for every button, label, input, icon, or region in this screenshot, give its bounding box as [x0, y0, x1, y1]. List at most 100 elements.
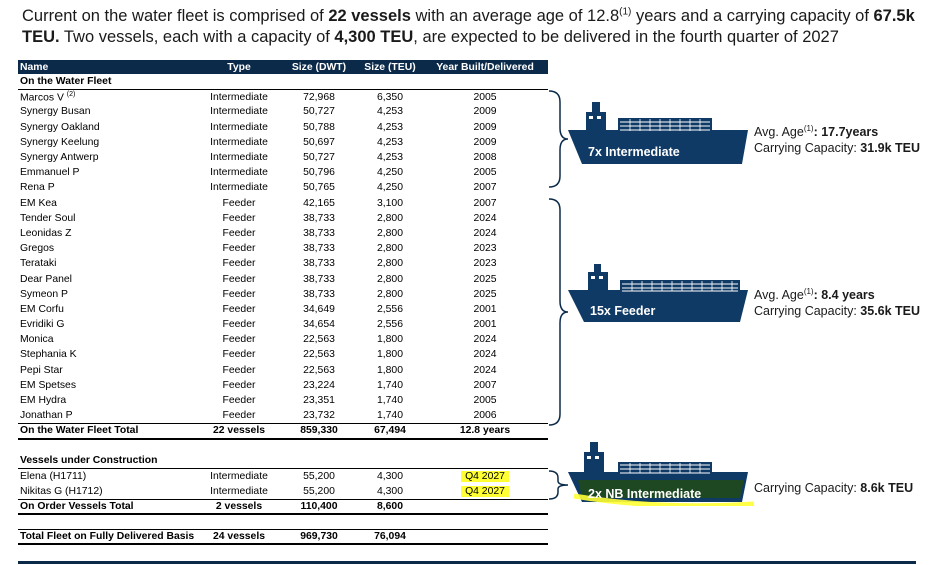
table-cell: Q4 2027: [422, 469, 548, 484]
newbuild-ship-label: 2x NB Intermediate: [588, 487, 702, 501]
table-cell: 38,733: [303, 288, 335, 300]
table-cell: Jonathan P: [20, 409, 73, 421]
table-cell: Feeder: [222, 227, 256, 239]
table-row: Leonidas Z Feeder 38,733 2,800 2024: [18, 226, 548, 241]
table-cell: Feeder: [222, 395, 256, 407]
footnote-marker: (2): [66, 90, 76, 98]
highlighted-date: Q4 2027: [461, 485, 509, 497]
table-cell: 76,094: [358, 528, 422, 546]
table-cell: 2,800: [376, 273, 403, 285]
table-row: Synergy Keelung Intermediate 50,697 4,253 20…: [18, 135, 548, 150]
table-cell: Monica: [20, 334, 54, 346]
table-cell: 2024: [473, 334, 497, 346]
table-cell: 110,400: [280, 498, 358, 516]
table-cell: Terataki: [20, 258, 57, 270]
table-cell: Symeon P: [20, 288, 68, 300]
table-cell: Pepi Star: [20, 364, 63, 376]
table-cell: 50,765: [303, 182, 335, 194]
feeder-avg-age: Avg. Age(1): 8.4 years: [754, 286, 875, 302]
table-row: Jonathan P Feeder 23,732 1,740 2006: [18, 408, 548, 423]
table-row: EM Corfu Feeder 34,649 2,556 2001: [18, 302, 548, 317]
table-cell: 2006: [473, 409, 497, 421]
table-cell: 1,800: [376, 349, 403, 361]
table-cell: 4,250: [376, 167, 403, 179]
table-cell: 2023: [473, 258, 497, 270]
table-cell: Intermediate: [210, 136, 268, 148]
table-cell: 23,732: [303, 409, 335, 421]
newbuild-capacity: Carrying Capacity: 8.6k TEU: [754, 481, 914, 495]
table-cell: 50,796: [303, 167, 335, 179]
table-cell: Feeder: [222, 379, 256, 391]
table-cell: 2,556: [376, 319, 403, 331]
table-cell: 2005: [473, 167, 497, 179]
table-cell: Intermediate: [210, 152, 268, 164]
table-cell: 22 vessels: [198, 422, 280, 440]
table-cell: 22,563: [303, 364, 335, 376]
table-cell: Feeder: [222, 303, 256, 315]
table-cell: 2005: [473, 91, 497, 103]
table-cell: 2,556: [376, 303, 403, 315]
table-cell: 2007: [473, 182, 497, 194]
table-cell: 22,563: [303, 349, 335, 361]
feeder-ship-label: 15x Feeder: [590, 304, 656, 318]
table-cell: 2025: [473, 273, 497, 285]
intermediate-capacity: Carrying Capacity: 31.9k TEU: [754, 141, 921, 155]
table-cell: Intermediate: [210, 182, 268, 194]
feeder-stats: Avg. Age(1): 8.4 years Carrying Capacity…: [754, 287, 920, 319]
section-under-construction-label: Vessels under Construction: [18, 453, 548, 470]
table-cell: 23,351: [303, 395, 335, 407]
table-cell: EM Hydra: [20, 395, 67, 407]
table-cell: On Order Vessels Total: [18, 498, 198, 516]
table-cell: 4,253: [376, 121, 403, 133]
table-cell: 2024: [473, 364, 497, 376]
table-cell: 969,730: [280, 528, 358, 546]
section-on-the-water-label: On the Water Fleet: [18, 74, 548, 90]
table-cell: Gregos: [20, 243, 55, 255]
intro-paragraph: Current on the water fleet is comprised …: [22, 6, 915, 46]
table-cell: 2001: [473, 303, 497, 315]
table-cell: 859,330: [280, 422, 358, 440]
table-cell: On the Water Fleet Total: [18, 422, 198, 440]
table-cell: 22,563: [303, 334, 335, 346]
table-cell: Synergy Antwerp: [20, 152, 99, 164]
newbuild-ship-icon: [568, 442, 755, 506]
table-cell: 4,250: [376, 182, 403, 194]
table-cell: 3,100: [376, 197, 403, 209]
table-row: Synergy Oakland Intermediate 50,788 4,253 20…: [18, 120, 548, 135]
table-cell: Synergy Keelung: [20, 136, 100, 148]
header-teu: Size (TEU): [358, 60, 422, 74]
feeder-capacity: Carrying Capacity: 35.6k TEU: [754, 304, 921, 318]
fleet-table: Name Type Size (DWT) Size (TEU) Year Bui…: [18, 60, 548, 546]
table-cell: Intermediate: [210, 471, 268, 483]
intermediate-avg-age: Avg. Age(1): 17.7years: [754, 123, 879, 139]
table-row: EM Hydra Feeder 23,351 1,740 2005: [18, 393, 548, 408]
table-cell: Q4 2027: [422, 484, 548, 499]
table-cell: 50,727: [303, 106, 335, 118]
table-row: Emmanuel P Intermediate 50,796 4,250 2005: [18, 165, 548, 180]
table-cell: Elena (H1711): [20, 471, 87, 483]
table-cell: 2007: [473, 197, 497, 209]
table-row: Synergy Antwerp Intermediate 50,727 4,253 20…: [18, 150, 548, 165]
table-cell: 2023: [473, 243, 497, 255]
table-cell: 2008: [473, 152, 497, 164]
table-cell: EM Spetses: [20, 379, 77, 391]
table-cell: 50,788: [303, 121, 335, 133]
table-cell: Emmanuel P: [20, 167, 80, 179]
table-cell: 4,253: [376, 106, 403, 118]
table-cell: Dear Panel: [20, 273, 72, 285]
header-type: Type: [198, 60, 280, 74]
table-cell: Feeder: [222, 243, 256, 255]
table-row: Nikitas G (H1712) Intermediate 55,200 4,300…: [18, 484, 548, 499]
table-cell: 50,697: [303, 136, 335, 148]
table-cell: 55,200: [303, 485, 335, 497]
table-cell: 2024: [473, 227, 497, 239]
highlighted-date: Q4 2027: [461, 471, 509, 483]
vessel-name: Marcos V: [20, 92, 64, 104]
table-cell: 8,600: [358, 498, 422, 516]
table-cell: 1,800: [376, 334, 403, 346]
table-cell: Feeder: [222, 409, 256, 421]
order-total-row: On Order Vessels Total 2 vessels 110,400 8,…: [18, 498, 548, 516]
header-year: Year Built/Delivered: [422, 60, 548, 74]
table-cell: 38,733: [303, 227, 335, 239]
table-cell: 2,800: [376, 243, 403, 255]
